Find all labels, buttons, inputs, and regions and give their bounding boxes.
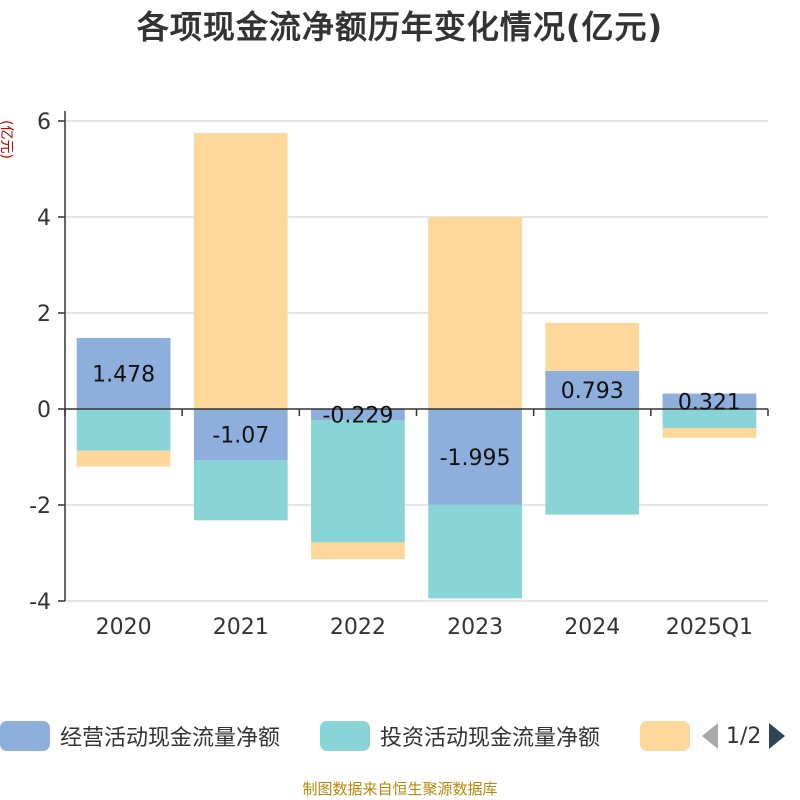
- data-label: -1.07: [212, 424, 269, 449]
- bar-segment-s0-2024: [545, 370, 640, 409]
- source-note: 制图数据来自恒生聚源数据库: [302, 780, 498, 798]
- bar-segment-s0-2022: [311, 409, 405, 420]
- bar-segment-s1-2020: [76, 409, 171, 451]
- y-axis-label: (亿元): [0, 120, 14, 159]
- bar-segment-s1-2022: [311, 419, 405, 543]
- legend: 经营活动现金流量净额 投资活动现金流量净额 1/2: [0, 716, 800, 756]
- grid-lines: [65, 120, 768, 602]
- data-label: 1.478: [92, 363, 155, 388]
- legend-item-investing[interactable]: 投资活动现金流量净额: [320, 716, 600, 756]
- bar-segment-s1-2023: [428, 504, 522, 599]
- bar-segment-s2-2021: [193, 133, 288, 409]
- y-tick-label: -2: [29, 494, 51, 519]
- triangle-right-icon[interactable]: [767, 721, 787, 751]
- chart-area: (亿元) -4 -2 0 2 4 6 1.478 2020 -1.07 2021 -0.229 202…: [0, 110, 769, 640]
- bars: [76, 133, 757, 599]
- legend-swatch-investing: [320, 721, 370, 751]
- chart-title: 各项现金流净额历年变化情况(亿元): [136, 8, 664, 46]
- y-tick-label: 0: [37, 398, 51, 423]
- labels: -4 -2 0 2 4 6 1.478 2020 -1.07 2021 -0.229 2022 -1.9…: [29, 110, 753, 640]
- bar-segment-s1-2025Q1: [662, 409, 757, 429]
- bar-segment-s1-2021: [193, 460, 288, 521]
- bar-segment-s0-2020: [76, 338, 171, 409]
- y-tick-label: -4: [29, 590, 51, 615]
- legend-swatch-financing: [640, 721, 690, 751]
- legend-label-operating: 经营活动现金流量净额: [60, 726, 281, 751]
- legend-pager: 1/2: [700, 716, 787, 756]
- triangle-left-icon[interactable]: [700, 721, 720, 751]
- bar-segment-s0-2025Q1: [662, 393, 757, 409]
- legend-page-indicator: 1/2: [726, 723, 762, 749]
- bar-segment-s2-2023: [428, 217, 522, 409]
- bar-segment-s0-2023: [428, 409, 522, 505]
- bar-segment-s2-2024: [545, 322, 640, 371]
- bar-segment-s2-2025Q1: [662, 428, 757, 438]
- bar-segment-s0-2021: [193, 409, 288, 461]
- legend-item-financing[interactable]: [640, 716, 700, 756]
- data-label: -1.995: [440, 446, 511, 471]
- x-tick-label: 2022: [330, 615, 386, 640]
- bar-segment-s2-2022: [311, 542, 405, 560]
- bar-segment-s2-2020: [76, 450, 171, 467]
- data-label: -0.229: [322, 403, 393, 428]
- legend-item-operating[interactable]: 经营活动现金流量净额: [0, 716, 280, 756]
- x-tick-label: 2024: [564, 615, 620, 640]
- legend-swatch-operating: [0, 721, 50, 751]
- y-tick-label: 4: [37, 206, 51, 231]
- data-label: 0.321: [678, 390, 741, 415]
- legend-label-investing: 投资活动现金流量净额: [380, 726, 601, 751]
- data-label: 0.793: [561, 379, 624, 404]
- x-tick-label: 2023: [447, 615, 503, 640]
- y-tick-label: 2: [37, 302, 51, 327]
- x-tick-label: 2021: [213, 615, 269, 640]
- bar-segment-s1-2024: [545, 409, 640, 515]
- axes: [58, 111, 769, 602]
- x-tick-label: 2020: [96, 615, 152, 640]
- x-tick-label: 2025Q1: [666, 615, 753, 640]
- y-tick-label: 6: [37, 110, 51, 135]
